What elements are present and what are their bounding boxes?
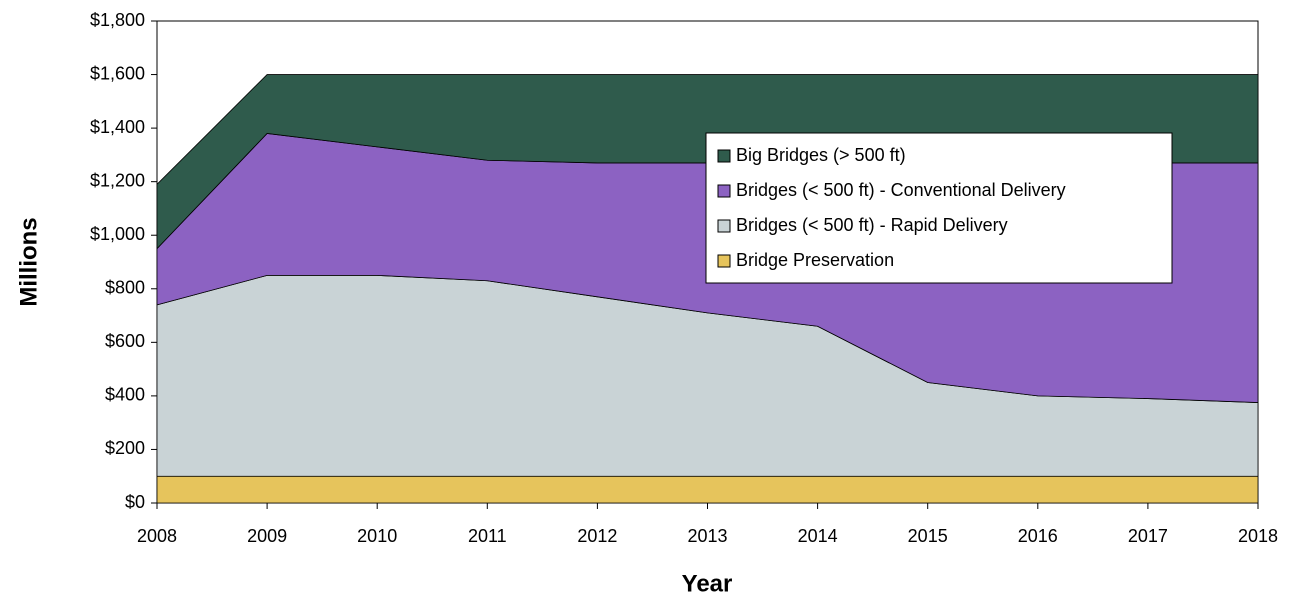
x-tick-label: 2017 [1128, 526, 1168, 546]
y-tick-label: $1,200 [90, 170, 145, 190]
legend [705, 132, 1173, 284]
y-tick-label: $1,800 [90, 10, 145, 30]
x-tick-label: 2008 [137, 526, 177, 546]
legend-swatch [717, 219, 731, 233]
x-tick-label: 2016 [1018, 526, 1058, 546]
y-tick-label: $200 [105, 438, 145, 458]
y-tick-label: $0 [125, 492, 145, 512]
y-tick-label: $800 [105, 278, 145, 298]
legend-label: Bridges (< 500 ft) - Conventional Delive… [736, 180, 1066, 200]
x-tick-label: 2011 [468, 526, 507, 546]
legend-label: Bridges (< 500 ft) - Rapid Delivery [736, 215, 1008, 235]
x-tick-label: 2013 [687, 526, 727, 546]
x-tick-label: 2009 [247, 526, 287, 546]
legend-swatch [717, 149, 731, 163]
y-axis-title: Millions [15, 217, 42, 306]
legend-swatch [717, 254, 731, 268]
x-axis-title: Year [682, 570, 733, 597]
y-tick-label: $1,000 [90, 224, 145, 244]
y-tick-label: $400 [105, 385, 145, 405]
x-tick-label: 2018 [1238, 526, 1278, 546]
y-tick-label: $1,600 [90, 63, 145, 83]
x-tick-label: 2014 [798, 526, 838, 546]
x-tick-label: 2012 [577, 526, 617, 546]
y-tick-label: $600 [105, 331, 145, 351]
legend-label: Big Bridges (> 500 ft) [736, 145, 906, 165]
y-tick-label: $1,400 [90, 117, 145, 137]
area [156, 475, 1259, 504]
x-tick-label: 2010 [357, 526, 397, 546]
legend-label: Bridge Preservation [736, 250, 894, 270]
x-tick-label: 2015 [908, 526, 948, 546]
legend-swatch [717, 184, 731, 198]
